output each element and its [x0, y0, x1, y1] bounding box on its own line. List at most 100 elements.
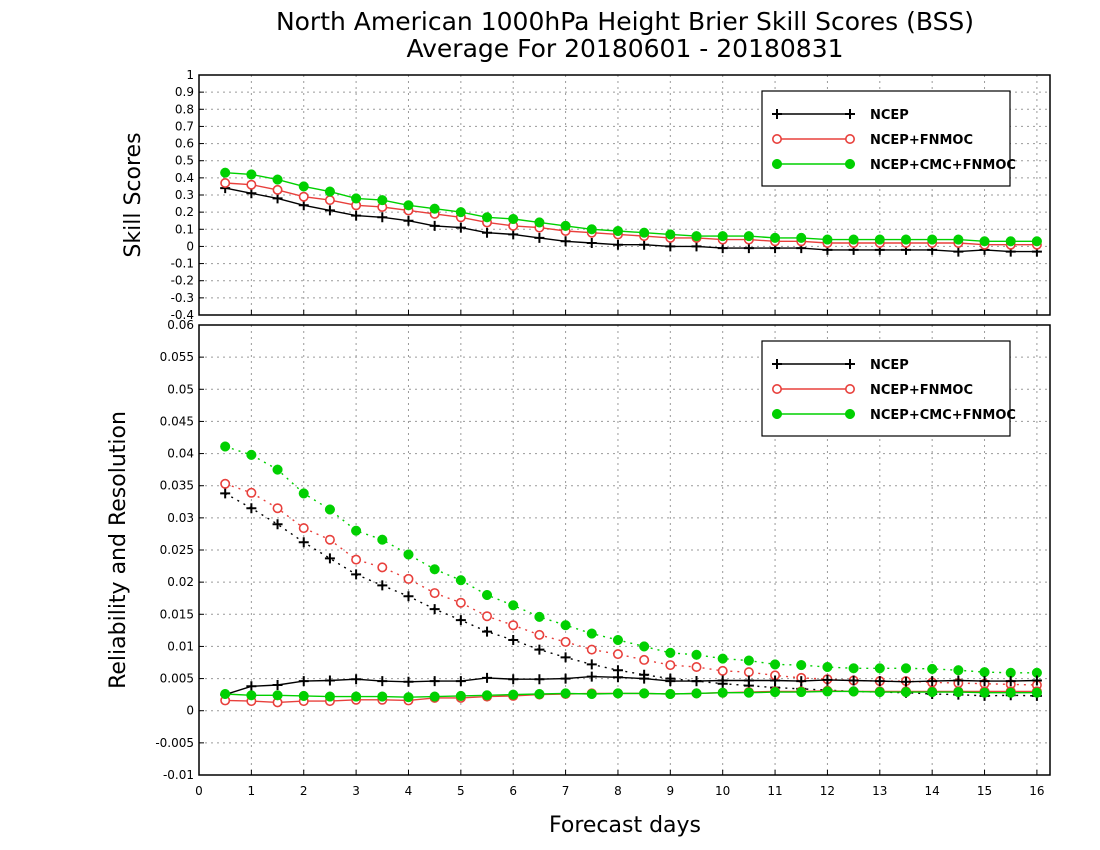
- bottom-data-point: [586, 659, 597, 670]
- bottom-data-point: [639, 673, 650, 684]
- top-data-point: [1005, 236, 1016, 247]
- top-ytick-label: 0.2: [175, 205, 194, 219]
- bottom-data-point: [508, 620, 519, 631]
- bottom-data-point: [220, 688, 231, 700]
- bottom-data-point: [822, 661, 833, 673]
- top-ytick-label: 1: [186, 68, 194, 82]
- top-data-point: [298, 181, 309, 192]
- bottom-data-point: [979, 676, 990, 687]
- top-data-point: [639, 227, 650, 238]
- bottom-data-point: [848, 675, 859, 686]
- bottom-data-point: [403, 591, 414, 602]
- xtick-label: 3: [352, 784, 360, 798]
- bottom-data-point: [979, 687, 990, 698]
- bottom-data-point: [560, 620, 571, 631]
- bottom-data-point: [639, 654, 650, 665]
- top-data-point: [665, 241, 676, 252]
- bottom-data-point: [429, 691, 440, 702]
- bottom-data-point: [246, 503, 257, 514]
- bottom-data-point: [691, 676, 702, 687]
- bottom-data-point: [665, 688, 676, 700]
- bottom-data-point: [717, 675, 728, 686]
- bottom-data-point: [586, 688, 597, 700]
- top-ytick-label: -0.4: [171, 308, 194, 322]
- bottom-data-point: [298, 676, 309, 687]
- bottom-legend-marker: [845, 359, 855, 369]
- bottom-data-point: [298, 537, 309, 548]
- bottom-ytick-label: -0.01: [163, 768, 194, 782]
- bottom-data-point: [874, 663, 885, 674]
- bottom-data-point: [770, 659, 781, 670]
- top-data-point: [612, 239, 623, 250]
- bottom-data-point: [743, 687, 754, 698]
- top-data-point: [272, 184, 283, 195]
- bottom-data-point: [534, 644, 545, 655]
- bottom-data-point: [482, 611, 493, 622]
- bottom-data-point: [403, 676, 414, 687]
- top-data-point: [246, 169, 257, 180]
- xtick-label: 9: [667, 784, 675, 798]
- bottom-ytick-label: 0.06: [167, 318, 194, 332]
- bottom-ytick-label: 0.03: [167, 511, 194, 525]
- bottom-data-point: [429, 604, 440, 615]
- bottom-data-point: [324, 553, 335, 564]
- top-data-point: [298, 191, 309, 202]
- bottom-data-point: [403, 549, 414, 560]
- bottom-data-point: [351, 554, 362, 565]
- top-data-point: [377, 195, 388, 206]
- top-data-point: [770, 232, 781, 243]
- top-data-point: [508, 213, 519, 225]
- top-ytick-label: -0.1: [171, 257, 194, 271]
- bottom-data-point: [272, 464, 283, 475]
- bottom-data-point: [717, 665, 728, 676]
- bottom-legend-label: NCEP: [870, 358, 909, 373]
- xtick-label: 13: [872, 784, 887, 798]
- bottom-data-point: [220, 488, 231, 499]
- top-ytick-label: -0.2: [171, 274, 194, 288]
- bottom-data-point: [612, 634, 624, 646]
- top-data-point: [900, 234, 912, 245]
- bottom-data-point: [770, 687, 781, 698]
- bottom-data-point: [455, 575, 466, 586]
- bottom-data-point: [927, 687, 938, 698]
- top-data-point: [298, 200, 309, 211]
- xtick-label: 6: [509, 784, 517, 798]
- bottom-data-point: [691, 661, 702, 672]
- xtick-label: 4: [405, 784, 413, 798]
- bottom-data-point: [900, 663, 912, 674]
- top-ytick-label: 0.6: [175, 137, 194, 151]
- bottom-data-point: [560, 652, 571, 663]
- bottom-data-point: [377, 534, 388, 545]
- top-legend-marker: [772, 109, 782, 119]
- bottom-series-line-ncep-cmc-fnmoc-resolution: [224, 445, 1037, 674]
- top-legend-marker: [845, 109, 855, 119]
- xtick-label: 14: [925, 784, 940, 798]
- bottom-data-point: [508, 635, 519, 645]
- top-data-point: [377, 212, 388, 223]
- bottom-legend-label: NCEP+CMC+FNMOC: [870, 408, 1016, 423]
- bottom-data-point: [665, 676, 676, 687]
- xtick-label: 10: [715, 784, 730, 798]
- bottom-data-point: [848, 686, 859, 697]
- bottom-data-point: [482, 672, 493, 683]
- top-data-point: [691, 231, 702, 242]
- top-data-point: [691, 241, 702, 252]
- top-data-point: [560, 220, 571, 231]
- bottom-ytick-label: 0.01: [167, 639, 194, 653]
- bottom-data-point: [324, 691, 335, 702]
- bottom-data-point: [874, 676, 885, 687]
- top-data-point: [953, 234, 964, 245]
- bottom-data-point: [927, 676, 938, 687]
- bottom-data-point: [455, 597, 466, 608]
- bottom-ytick-label: 0.015: [160, 607, 194, 621]
- bottom-data-point: [351, 674, 362, 685]
- bottom-data-point: [770, 675, 781, 686]
- bottom-data-point: [351, 525, 362, 536]
- bottom-series-line-ncep-fnmoc-resolution: [224, 483, 1037, 686]
- xtick-label: 8: [614, 784, 622, 798]
- bottom-data-point: [351, 569, 362, 580]
- bottom-data-point: [953, 675, 964, 686]
- bottom-data-point: [455, 690, 466, 701]
- bottom-data-point: [586, 644, 597, 655]
- top-data-point: [560, 236, 571, 247]
